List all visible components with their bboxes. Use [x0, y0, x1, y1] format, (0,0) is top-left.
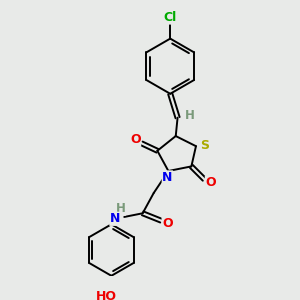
Text: HO: HO — [96, 290, 117, 300]
Text: S: S — [200, 139, 209, 152]
Text: O: O — [130, 133, 141, 146]
Text: H: H — [184, 109, 194, 122]
Text: O: O — [162, 217, 173, 230]
Text: Cl: Cl — [164, 11, 177, 24]
Text: N: N — [162, 171, 173, 184]
Text: N: N — [110, 212, 120, 225]
Text: H: H — [116, 202, 125, 215]
Text: O: O — [206, 176, 216, 189]
